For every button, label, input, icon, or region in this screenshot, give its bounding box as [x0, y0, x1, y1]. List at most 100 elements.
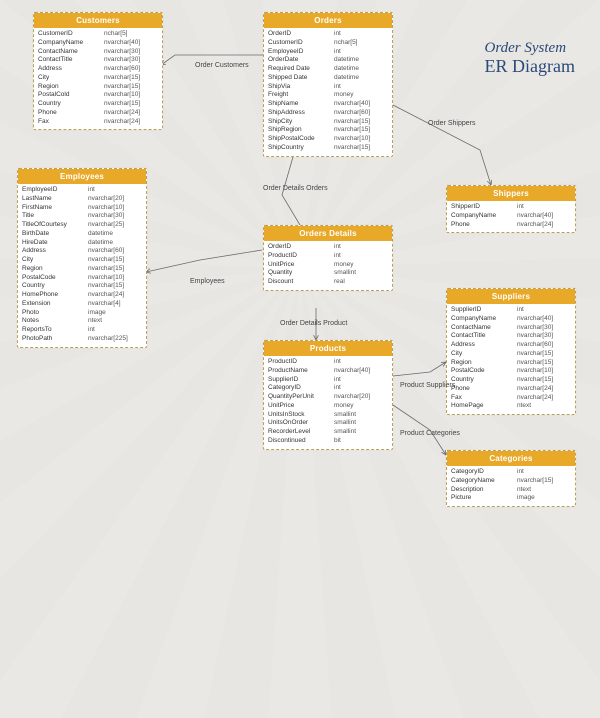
entity-column-row: HomePagentext — [451, 402, 571, 411]
column-type: nvarchar[60] — [88, 247, 142, 256]
column-type: nvarchar[10] — [517, 367, 571, 376]
column-name: ShipAddress — [268, 109, 334, 118]
entity-categories: CategoriesCategoryIDintCategoryNamenvarc… — [446, 450, 576, 507]
relationship-edge — [393, 362, 446, 376]
column-type: nchar[5] — [104, 30, 158, 39]
entity-column-row: Citynvarchar[15] — [22, 256, 142, 265]
diagram-title: Order System ER Diagram — [485, 40, 575, 76]
column-type: nvarchar[24] — [517, 221, 571, 230]
column-type: nvarchar[24] — [104, 109, 158, 118]
entity-header: Employees — [18, 169, 146, 184]
entity-column-row: ContactTitlenvarchar[30] — [38, 56, 158, 65]
entity-column-row: ShipPostalCodenvarchar[10] — [268, 135, 388, 144]
entity-column-row: CategoryIDint — [268, 384, 388, 393]
entity-column-row: Freightmoney — [268, 91, 388, 100]
entity-column-row: HireDatedatetime — [22, 239, 142, 248]
column-type: nvarchar[30] — [104, 56, 158, 65]
entity-column-row: Regionnvarchar[15] — [38, 83, 158, 92]
relationship-edge — [146, 250, 262, 272]
column-type: image — [88, 309, 142, 318]
column-name: Phone — [38, 109, 104, 118]
edge-label: Employees — [190, 278, 225, 285]
column-name: Picture — [451, 494, 517, 503]
column-type: nvarchar[15] — [334, 126, 388, 135]
column-type: datetime — [334, 74, 388, 83]
entity-column-row: OrderIDint — [268, 30, 388, 39]
column-name: ContactName — [451, 324, 517, 333]
column-name: OrderID — [268, 30, 334, 39]
column-name: OrderID — [268, 243, 334, 252]
column-name: PostalCold — [38, 91, 104, 100]
edge-label: Product Categories — [400, 430, 460, 437]
column-name: ShipRegion — [268, 126, 334, 135]
entity-column-row: ProductIDint — [268, 252, 388, 261]
column-type: int — [334, 83, 388, 92]
entity-column-row: OrderDatedatetime — [268, 56, 388, 65]
entity-column-row: SupplierIDint — [268, 376, 388, 385]
column-name: HireDate — [22, 239, 88, 248]
column-type: int — [517, 306, 571, 315]
entity-column-row: ProductNamenvarchar[40] — [268, 367, 388, 376]
entity-column-row: UnitsOnOrdersmallint — [268, 419, 388, 428]
column-type: real — [334, 278, 388, 287]
column-name: SupplierID — [268, 376, 334, 385]
entity-column-row: ShipAddressnvarchar[60] — [268, 109, 388, 118]
entity-column-row: PostalCodenvarchar[10] — [451, 367, 571, 376]
column-name: UnitPrice — [268, 402, 334, 411]
column-type: nvarchar[60] — [334, 109, 388, 118]
column-name: Photo — [22, 309, 88, 318]
entity-header: Shippers — [447, 186, 575, 201]
column-name: EmployeeID — [268, 48, 334, 57]
column-name: UnitsInStock — [268, 411, 334, 420]
entity-column-row: HomePhonenvarchar[24] — [22, 291, 142, 300]
entity-customers: CustomersCustomerIDnchar[5]CompanyNamenv… — [33, 12, 163, 130]
entity-column-row: Citynvarchar[15] — [38, 74, 158, 83]
column-type: money — [334, 91, 388, 100]
column-name: ContactName — [38, 48, 104, 57]
entity-column-row: Faxnvarchar[24] — [451, 394, 571, 403]
column-type: int — [88, 186, 142, 195]
column-type: int — [334, 376, 388, 385]
column-type: nvarchar[40] — [517, 212, 571, 221]
entity-column-row: EmployeeIDint — [268, 48, 388, 57]
column-type: int — [334, 358, 388, 367]
column-type: int — [334, 252, 388, 261]
column-name: Address — [38, 65, 104, 74]
column-name: CompanyName — [451, 315, 517, 324]
entity-column-row: Notesntext — [22, 317, 142, 326]
column-name: Discontinued — [268, 437, 334, 446]
column-name: City — [38, 74, 104, 83]
column-name: CompanyName — [451, 212, 517, 221]
entity-body: ProductIDintProductNamenvarchar[40]Suppl… — [264, 356, 392, 449]
column-name: Fax — [451, 394, 517, 403]
entity-column-row: PostalColdnvarchar[10] — [38, 91, 158, 100]
column-type: datetime — [88, 230, 142, 239]
entity-body: OrderIDintProductIDintUnitPricemoneyQuan… — [264, 241, 392, 290]
entity-column-row: Photoimage — [22, 309, 142, 318]
column-name: Shipped Date — [268, 74, 334, 83]
column-name: PostalCode — [451, 367, 517, 376]
column-type: nvarchar[4] — [88, 300, 142, 309]
column-name: Notes — [22, 317, 88, 326]
entity-column-row: ContactTitlenvarchar[30] — [451, 332, 571, 341]
column-type: nvarchar[15] — [88, 282, 142, 291]
entity-column-row: CustomerIDnchar[5] — [268, 39, 388, 48]
entity-column-row: Phonenvarchar[24] — [451, 385, 571, 394]
entity-products: ProductsProductIDintProductNamenvarchar[… — [263, 340, 393, 450]
column-name: ProductName — [268, 367, 334, 376]
column-type: nvarchar[24] — [88, 291, 142, 300]
entity-column-row: ContactNamenvarchar[30] — [451, 324, 571, 333]
column-type: nvarchar[10] — [88, 274, 142, 283]
column-name: UnitPrice — [268, 261, 334, 270]
entity-column-row: Addressnvarchar[60] — [38, 65, 158, 74]
entity-column-row: PhotoPathnvarchar[225] — [22, 335, 142, 344]
column-name: Address — [22, 247, 88, 256]
entity-column-row: CompanyNamenvarchar[40] — [451, 212, 571, 221]
entity-column-row: Shipped Datedatetime — [268, 74, 388, 83]
column-type: smallint — [334, 269, 388, 278]
entity-column-row: Extensionnvarchar[4] — [22, 300, 142, 309]
entity-header: Categories — [447, 451, 575, 466]
entity-column-row: RecorderLevelsmallint — [268, 428, 388, 437]
entity-header: Products — [264, 341, 392, 356]
column-type: nvarchar[60] — [517, 341, 571, 350]
